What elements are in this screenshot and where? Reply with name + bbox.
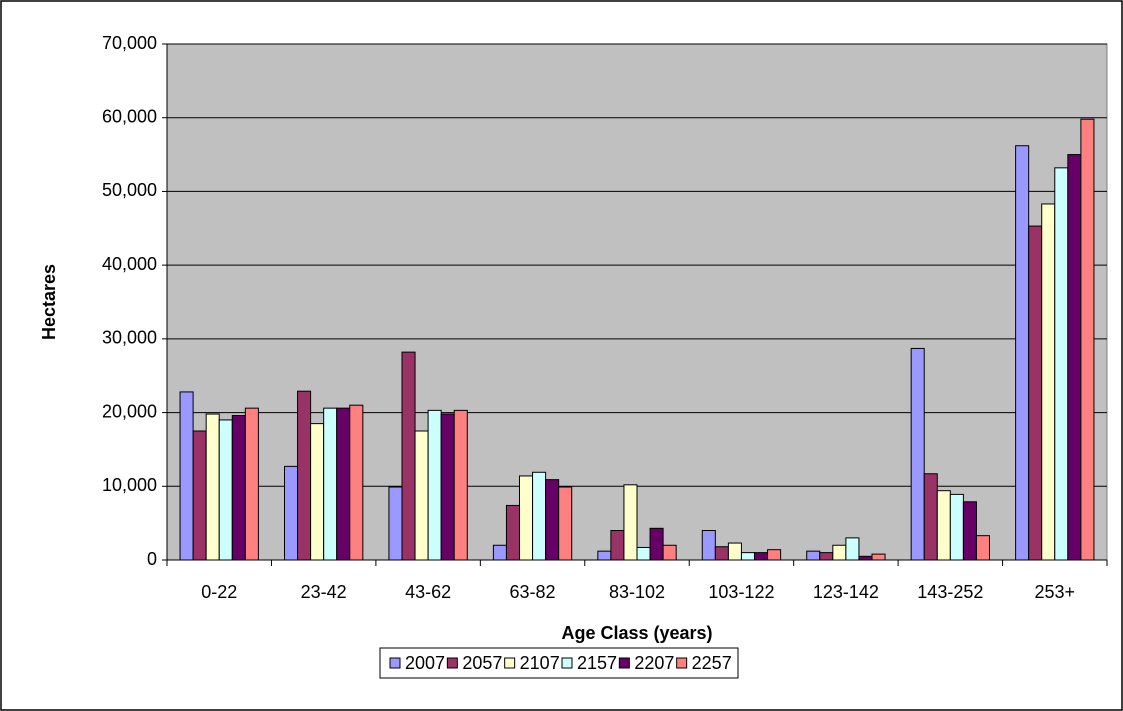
y-tick-label: 40,000 xyxy=(102,254,157,274)
y-tick-label: 30,000 xyxy=(102,328,157,348)
bar xyxy=(401,351,416,561)
legend-swatch xyxy=(504,657,516,669)
y-tick-label: 60,000 xyxy=(102,106,157,126)
x-tick-label: 103-122 xyxy=(708,582,774,602)
bar xyxy=(453,409,468,561)
y-tick-label: 70,000 xyxy=(102,33,157,53)
bar xyxy=(414,430,429,561)
legend-label: 2257 xyxy=(692,653,732,673)
bar xyxy=(962,501,977,561)
bar xyxy=(427,409,442,561)
bar xyxy=(231,415,246,561)
bar xyxy=(205,413,220,561)
legend-swatch xyxy=(676,657,688,669)
bar xyxy=(832,544,847,561)
legend-label: 2157 xyxy=(577,653,617,673)
bar xyxy=(923,473,938,561)
bar xyxy=(767,549,782,561)
bar xyxy=(284,465,299,561)
x-tick-label: 123-142 xyxy=(813,582,879,602)
bar xyxy=(949,493,964,561)
bar xyxy=(636,546,651,561)
x-axis-title: Age Class (years) xyxy=(561,623,712,643)
bar xyxy=(1054,167,1069,561)
bar xyxy=(545,479,560,561)
bar xyxy=(244,407,259,561)
bar xyxy=(1041,203,1056,561)
bar xyxy=(1080,118,1095,561)
bar xyxy=(845,537,860,561)
legend-swatch xyxy=(389,657,401,669)
bar xyxy=(597,550,612,561)
bar xyxy=(740,552,756,561)
x-tick-label: 63-82 xyxy=(510,582,556,602)
y-tick-label: 50,000 xyxy=(102,180,157,200)
x-tick-label: 253+ xyxy=(1035,582,1076,602)
bar xyxy=(323,407,338,561)
bar xyxy=(623,484,638,561)
bar xyxy=(218,419,233,561)
bar xyxy=(532,471,547,561)
bar xyxy=(519,475,534,561)
legend-label: 2107 xyxy=(520,653,560,673)
legend-label: 2207 xyxy=(634,653,674,673)
bar xyxy=(714,546,729,561)
legend-label: 2057 xyxy=(462,653,502,673)
bar xyxy=(558,486,573,561)
x-tick-label: 43-62 xyxy=(405,582,451,602)
legend-swatch xyxy=(618,657,630,669)
bar xyxy=(336,407,351,561)
y-tick-label: 20,000 xyxy=(102,401,157,421)
y-tick-label: 0 xyxy=(147,549,157,569)
y-tick-label: 10,000 xyxy=(102,475,157,495)
bar xyxy=(871,553,886,561)
bar xyxy=(649,527,664,561)
bar xyxy=(806,550,821,561)
bar xyxy=(936,490,951,561)
x-tick-label: 143-252 xyxy=(917,582,983,602)
bar xyxy=(727,542,742,561)
x-tick-label: 0-22 xyxy=(201,582,237,602)
bar xyxy=(1015,145,1030,561)
bar xyxy=(388,486,403,561)
bar xyxy=(179,391,194,561)
bar xyxy=(349,404,364,561)
legend-swatch xyxy=(561,657,573,669)
x-tick-label: 83-102 xyxy=(609,582,665,602)
legend-label: 2007 xyxy=(405,653,445,673)
bar xyxy=(310,423,325,561)
bar xyxy=(610,530,625,561)
bar xyxy=(910,347,925,561)
bar xyxy=(505,504,521,561)
bar xyxy=(1028,225,1043,561)
bar xyxy=(192,430,207,561)
legend-swatch xyxy=(446,657,458,669)
bar xyxy=(297,390,312,561)
bar xyxy=(492,544,507,561)
bar xyxy=(1067,154,1082,561)
bar xyxy=(975,535,991,561)
bar xyxy=(858,555,873,561)
bar xyxy=(701,530,716,561)
bar xyxy=(662,544,677,561)
bar xyxy=(754,552,769,561)
x-tick-label: 23-42 xyxy=(301,582,347,602)
bar xyxy=(819,552,834,561)
y-axis-title: Hectares xyxy=(39,264,59,340)
bar xyxy=(440,413,455,561)
